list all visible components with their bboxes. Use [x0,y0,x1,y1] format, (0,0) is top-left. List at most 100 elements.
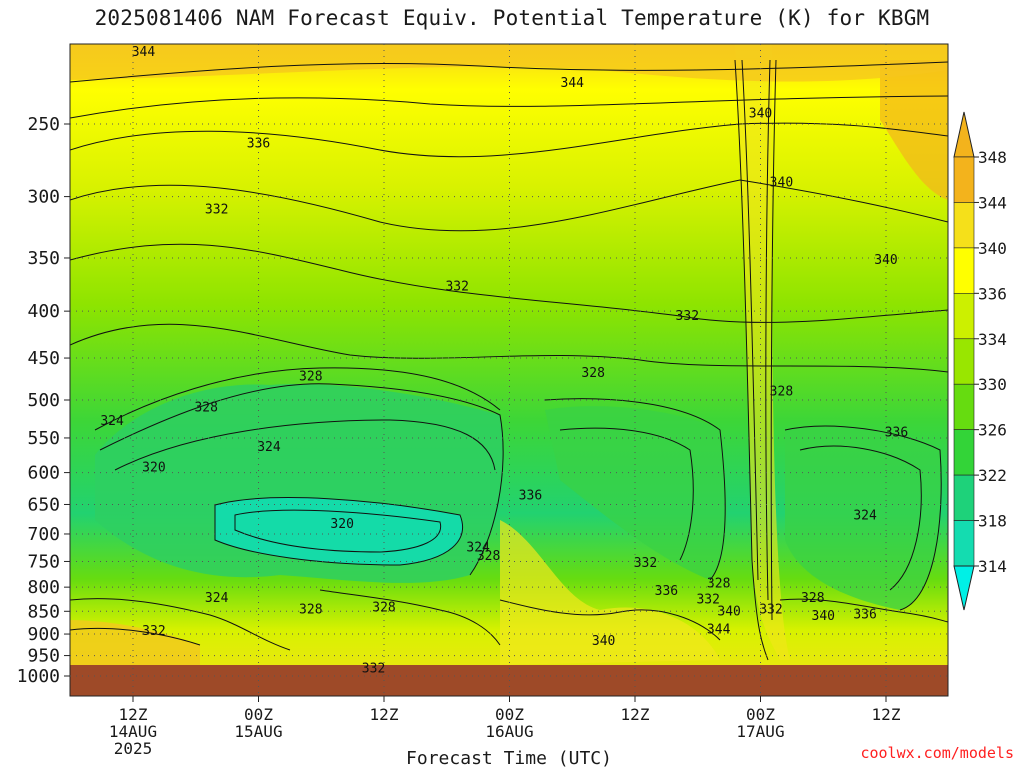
y-tick-label: 900 [27,624,60,645]
x-tick-label: 12Z [370,705,399,724]
y-tick-label: 350 [27,248,60,269]
x-tick-label: 15AUG [234,722,282,741]
contour-label: 324 [257,440,281,455]
colorbar-label: 330 [978,375,1007,394]
colorbar-swatch [953,156,975,203]
contour-lines [70,59,948,661]
colorbar-swatch [953,383,975,430]
contour-label: 324 [100,414,124,429]
colorbar-label: 318 [978,512,1007,531]
colorbar-swatch [953,338,975,385]
contour-label: 332 [759,602,782,617]
colorbar-bottom-arrow [953,565,975,611]
contour-label: 328 [299,369,322,384]
contour-label: 340 [592,634,615,649]
colorbar-swatch [953,429,975,476]
contour-label: 328 [770,384,793,399]
contour-label: 340 [874,253,897,268]
contour-label: 336 [885,425,908,440]
colorbar: 348 344 340 336 334 330 326 322 318 314 [953,111,1007,611]
contour-label: 344 [707,622,731,637]
contour-label: 336 [247,137,270,152]
colorbar-label: 326 [978,421,1007,440]
contour-label: 344 [132,45,156,60]
x-tick-label: 2025 [114,739,153,758]
y-tick-label: 950 [27,646,60,667]
x-tick-label: 12Z [119,705,148,724]
contour-label: 336 [655,584,678,599]
contour-label: 340 [749,107,772,122]
x-tick-label: 00Z [495,705,524,724]
x-axis-label: Forecast Time (UTC) [406,748,612,768]
colorbar-swatch [953,293,975,340]
contour-label: 328 [801,591,824,606]
chart-title: 2025081406 NAM Forecast Equiv. Potential… [94,6,930,30]
colorbar-label: 344 [978,193,1007,212]
contour-label: 328 [581,366,604,381]
y-tick-label: 700 [27,524,60,545]
cool-far-right-region [785,426,942,610]
contour-label: 324 [466,540,490,555]
contour-label: 328 [372,601,395,616]
colorbar-label: 348 [978,148,1007,167]
contour-label: 340 [717,604,740,619]
x-tick-label: 00Z [244,705,273,724]
colorbar-label: 334 [978,330,1007,349]
y-tick-label: 500 [27,390,60,411]
contour-label: 336 [519,489,542,504]
contour-label: 332 [676,309,699,324]
contour-label: 344 [561,76,585,91]
colorbar-label: 340 [978,239,1007,258]
contour-label: 340 [770,176,793,191]
contour-label: 332 [142,624,165,639]
contour-label: 340 [812,609,835,624]
theta-e-field [70,44,948,696]
y-tick-label: 850 [27,601,60,622]
warm-upper-right-region [880,60,948,200]
y-tick-label: 750 [27,551,60,572]
y-tick-label: 400 [27,301,60,322]
contour-label: 328 [707,577,730,592]
x-tick-label: 14AUG [109,722,157,741]
contour-label: 328 [194,400,217,415]
cold-core-region [215,497,463,565]
contour-label: 324 [205,591,229,606]
colorbar-swatch [953,247,975,294]
x-tick-label: 16AUG [485,722,533,741]
colorbar-label: 336 [978,284,1007,303]
colorbar-swatch [953,474,975,521]
y-tick-label: 450 [27,348,60,369]
contour-label: 324 [853,509,877,524]
y-axis: 2503003504004505005506006507007508008509… [17,114,70,687]
x-tick-label: 00Z [746,705,775,724]
contour-label: 328 [299,602,322,617]
y-tick-label: 550 [27,428,60,449]
contour-label: 332 [696,592,719,607]
contour-label: 332 [634,556,657,571]
y-tick-label: 1000 [17,666,60,687]
y-tick-label: 250 [27,114,60,135]
contour-label: 320 [142,461,165,476]
cool-right-region [545,406,727,580]
contour-label: 320 [330,517,353,532]
y-tick-label: 650 [27,494,60,515]
y-tick-label: 600 [27,463,60,484]
warm-low-level-region [500,520,720,665]
x-tick-label: 12Z [621,705,650,724]
warm-column-region [735,44,790,660]
contour-label: 336 [853,608,876,623]
y-tick-label: 300 [27,187,60,208]
colorbar-swatch [953,520,975,567]
x-tick-label: 17AUG [736,722,784,741]
colorbar-label: 322 [978,466,1007,485]
contour-label: 332 [205,202,228,217]
contour-label: 332 [445,279,468,294]
credit-text: coolwx.com/models [860,744,1014,762]
colorbar-top-arrow [953,111,975,158]
contour-label: 328 [477,549,500,564]
colorbar-label: 314 [978,557,1007,576]
colorbar-swatch [953,202,975,249]
